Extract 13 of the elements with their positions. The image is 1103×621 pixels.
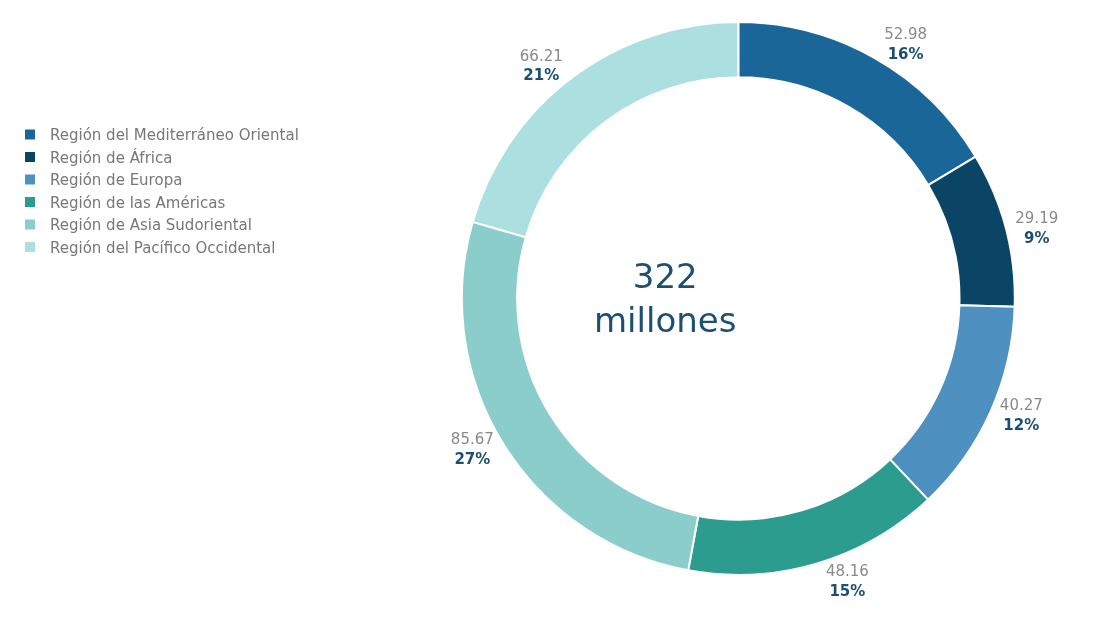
data-label: 66.21 21% xyxy=(519,46,563,85)
legend-label: Región de África xyxy=(50,147,173,167)
text: 322 millones xyxy=(594,256,737,341)
data-label: 40.27 12% xyxy=(999,396,1043,434)
legend-label: Región de las Américas xyxy=(50,193,226,212)
legend-label: Región de Europa xyxy=(50,171,183,190)
legend-label: Región del Mediterráneo Oriental xyxy=(50,126,299,145)
legend-label: Región de Asia Sudoriental xyxy=(50,216,252,235)
data-label: 29.19 9% xyxy=(1015,209,1059,247)
data-label: 52.98 16% xyxy=(884,25,928,63)
data-label: 48.16 15% xyxy=(825,562,869,600)
data-label: 85.67 27% xyxy=(450,430,494,468)
legend-label: Región del Pacífico Occidental xyxy=(50,238,276,257)
